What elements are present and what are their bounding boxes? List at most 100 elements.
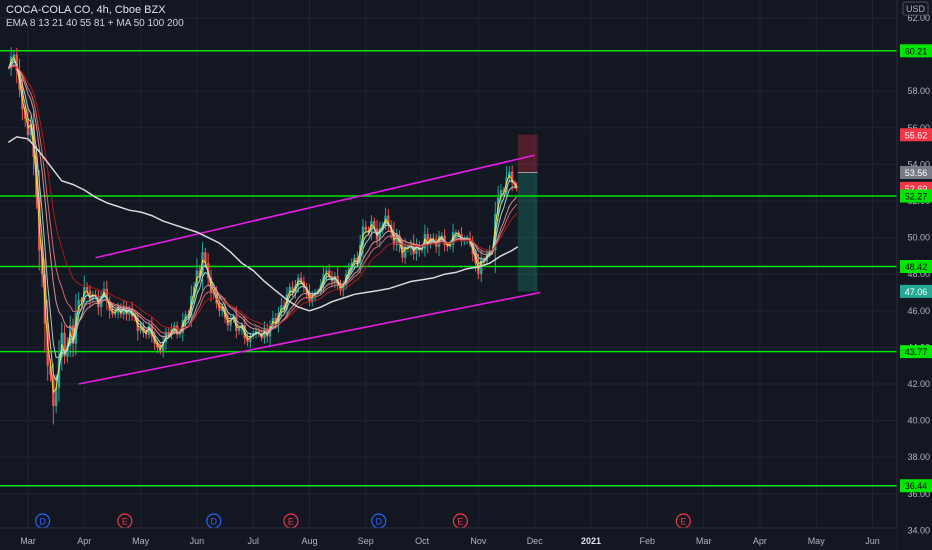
candle-body [387, 215, 390, 225]
price-label-box [900, 189, 932, 203]
candle-body [66, 345, 69, 357]
candle-body [229, 319, 232, 326]
y-tick-label: 36.00 [907, 489, 930, 499]
candle-body [178, 332, 182, 335]
candle-body [429, 237, 432, 245]
y-tick-label: 34.00 [907, 525, 930, 535]
candle-body [370, 221, 373, 233]
candle-body [116, 307, 120, 313]
candle-body [94, 294, 97, 297]
candle-body [49, 365, 52, 375]
event-label: E [457, 517, 463, 527]
candle-body [128, 308, 131, 315]
price-label: 53.56 [900, 165, 932, 179]
price-label-box [900, 260, 932, 274]
candle-body [480, 259, 483, 275]
candle-body [246, 338, 249, 342]
price-label-text: 47.06 [905, 287, 928, 297]
candle-body [80, 299, 83, 302]
price-label: 36.44 [900, 479, 932, 493]
price-label-box [900, 165, 932, 179]
candle-body [119, 307, 123, 315]
price-label-box [900, 345, 932, 359]
candle-body [325, 270, 328, 275]
candle-body [204, 252, 207, 264]
x-tick-label: Sep [358, 536, 374, 546]
dividend-marker[interactable]: D [371, 513, 387, 529]
candle-body [505, 177, 508, 192]
candle-body [29, 124, 33, 136]
ema-line [8, 66, 518, 330]
candle-body [114, 312, 117, 315]
earnings-marker[interactable]: E [117, 513, 133, 529]
earnings-marker[interactable]: E [283, 513, 299, 529]
candle-body [454, 232, 458, 234]
candle-body [395, 235, 398, 245]
candle-body [378, 228, 382, 240]
price-label: 55.62 [900, 128, 932, 142]
candle-body [291, 287, 294, 293]
trend-channel-line [78, 291, 541, 385]
candle-body [282, 305, 286, 309]
candle-body [221, 307, 224, 311]
price-label-box [900, 44, 932, 58]
event-label: E [680, 517, 686, 527]
candle-body [15, 54, 18, 72]
candle-body [139, 327, 142, 331]
y-tick-label: 42.00 [907, 379, 930, 389]
x-tick-label: Apr [753, 536, 767, 546]
earnings-marker[interactable]: E [675, 513, 691, 529]
price-label-text: 36.44 [905, 481, 928, 491]
price-label-text: 48.42 [905, 262, 928, 272]
price-label: 47.06 [900, 284, 932, 298]
candle-body [147, 325, 151, 335]
x-tick-label: Apr [77, 536, 91, 546]
candle-body [201, 252, 204, 277]
candle-body [212, 292, 215, 295]
x-tick-label: Nov [470, 536, 487, 546]
candle-body [175, 325, 179, 335]
dividend-marker[interactable]: D [206, 513, 222, 529]
x-tick-label: 2021 [581, 536, 601, 546]
dividend-marker[interactable]: D [35, 513, 51, 529]
candle-body [426, 233, 429, 245]
candle-body [364, 226, 367, 231]
candle-body [432, 237, 435, 240]
candle-body [266, 329, 269, 337]
candle-body [404, 246, 407, 258]
x-tick-label: Mar [20, 536, 36, 546]
candle-body [71, 325, 75, 344]
candle-body [502, 190, 505, 192]
target-zone [517, 172, 538, 292]
currency-label: USD [902, 1, 929, 16]
candle-body [91, 294, 94, 300]
candle-body [311, 296, 314, 302]
candle-body [420, 248, 424, 251]
price-label-text: 55.62 [905, 130, 928, 140]
candle-body [54, 387, 58, 406]
x-tick-label: Jul [247, 536, 259, 546]
price-axis-bg [897, 0, 932, 550]
x-tick-label: May [132, 536, 150, 546]
candle-body [257, 330, 261, 333]
currency-text: USD [906, 4, 926, 14]
candle-body [69, 325, 72, 346]
chart-legend: COCA-COLA CO, 4h, Cboe BZX EMA 8 13 21 4… [6, 4, 184, 30]
event-label: E [122, 517, 128, 527]
candle-body [263, 329, 266, 339]
x-tick-label: Aug [301, 536, 317, 546]
candles [9, 47, 518, 425]
y-tick-label: 38.00 [907, 452, 930, 462]
y-tick-label: 54.00 [907, 159, 930, 169]
y-tick-label: 40.00 [907, 416, 930, 426]
candle-body [77, 299, 80, 313]
indicator-list[interactable]: EMA 8 13 21 40 55 81 + MA 50 100 200 [6, 18, 184, 29]
candle-body [161, 341, 165, 352]
earnings-marker[interactable]: E [452, 513, 468, 529]
candle-body [190, 296, 193, 317]
candle-body [274, 318, 277, 324]
candle-body [105, 288, 109, 302]
price-label: 43.77 [900, 345, 932, 359]
candle-body [499, 190, 503, 198]
